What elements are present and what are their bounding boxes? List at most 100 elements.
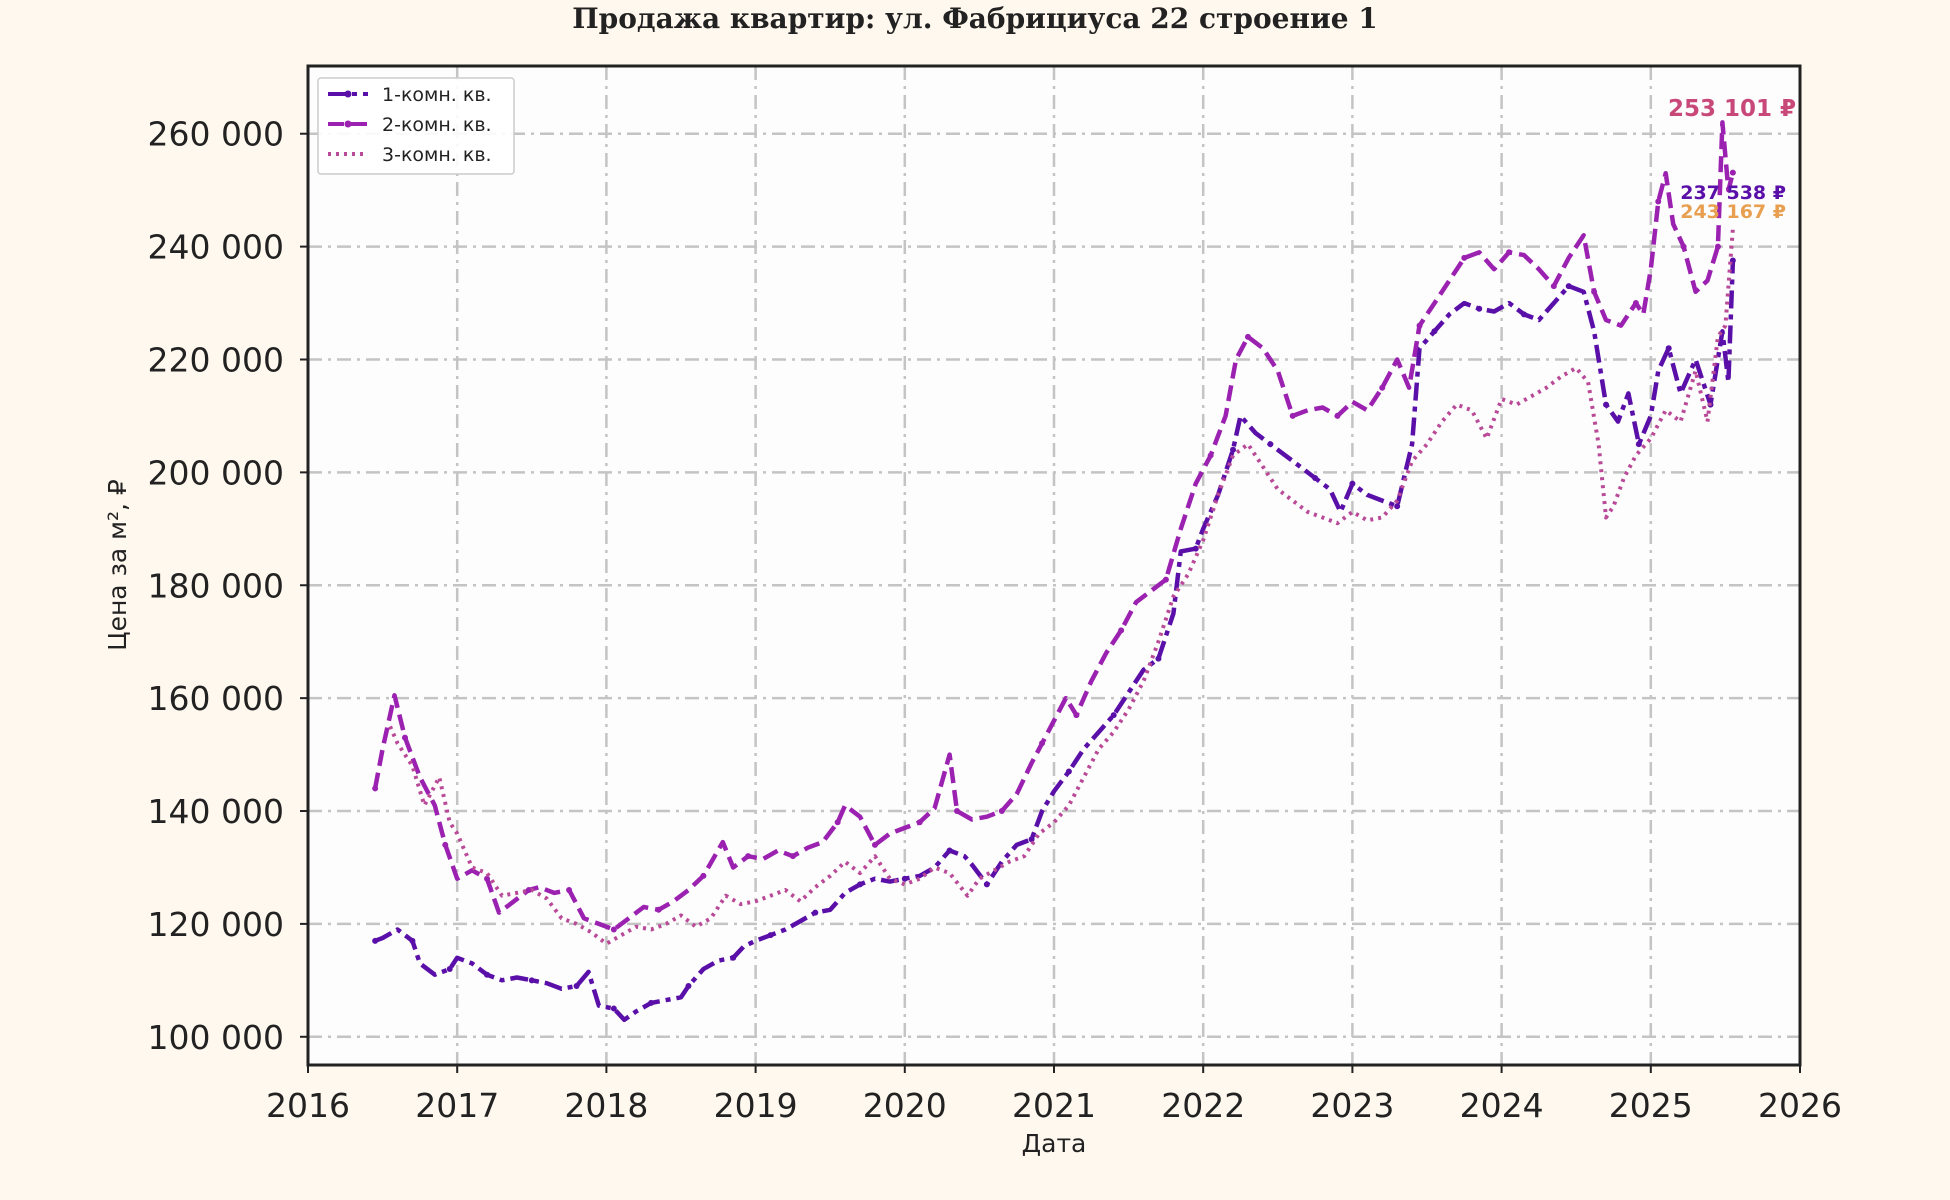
- legend-box: [317, 77, 515, 175]
- series-point: [1632, 300, 1639, 307]
- series-point: [1118, 627, 1125, 634]
- series-point: [372, 937, 379, 944]
- end-value-labels: 237 538 ₽ 253 101 ₽ 243 167 ₽: [1668, 96, 1796, 223]
- series-point: [446, 966, 453, 973]
- y-tick-label: 180 000: [148, 566, 284, 605]
- series-point: [1520, 311, 1527, 318]
- x-tick-label: 2023: [1310, 1086, 1394, 1125]
- series-point: [1162, 576, 1169, 583]
- series-point: [1665, 345, 1672, 352]
- series-point: [745, 853, 752, 860]
- series-point: [954, 808, 961, 815]
- series-point: [648, 999, 655, 1006]
- x-tick-label: 2019: [714, 1086, 798, 1125]
- series-point: [1729, 169, 1736, 176]
- series-point: [901, 875, 908, 882]
- y-tick-label: 240 000: [148, 228, 284, 267]
- series-point: [1028, 836, 1035, 843]
- series-point: [566, 887, 573, 894]
- legend-label: 1-комн. кв.: [382, 84, 492, 106]
- series-point: [1714, 243, 1721, 250]
- x-tick-label: 2024: [1460, 1086, 1544, 1125]
- series-point: [834, 819, 841, 826]
- series-point: [1394, 503, 1401, 510]
- series-point: [372, 785, 379, 792]
- series-point: [484, 875, 491, 882]
- chart-title: Продажа квартир: ул. Фабрициуса 22 строе…: [572, 2, 1378, 35]
- y-tick-label: 140 000: [148, 792, 284, 831]
- series-point: [1155, 655, 1162, 662]
- series-point: [1565, 283, 1572, 290]
- series-point: [610, 1005, 617, 1012]
- x-tick-label: 2016: [266, 1086, 350, 1125]
- end-value-label: 243 167 ₽: [1680, 201, 1786, 223]
- y-tick-label: 200 000: [148, 453, 284, 492]
- x-tick-label: 2026: [1758, 1086, 1842, 1125]
- y-axis-ticks: 100 000 120 000 140 000 160 000 180 000 200 0…: [148, 115, 308, 1057]
- series-point: [685, 982, 692, 989]
- series-point: [730, 954, 737, 961]
- y-tick-label: 100 000: [148, 1018, 284, 1057]
- series-point: [1476, 305, 1483, 312]
- x-tick-label: 2018: [564, 1086, 648, 1125]
- series-point: [655, 906, 662, 913]
- series-point: [1207, 452, 1214, 459]
- series-point: [812, 909, 819, 916]
- end-value-label: 237 538 ₽: [1680, 182, 1786, 204]
- series-point: [767, 932, 774, 939]
- grid-lines: [308, 66, 1800, 1065]
- x-tick-label: 2017: [415, 1086, 499, 1125]
- series-point: [1680, 243, 1687, 250]
- series-point: [1431, 328, 1438, 335]
- series-point: [871, 841, 878, 848]
- series-point: [528, 977, 535, 984]
- series-point: [1550, 283, 1557, 290]
- legend-marker: [344, 90, 352, 98]
- end-value-label: 253 101 ₽: [1668, 96, 1796, 122]
- series-point: [1591, 288, 1598, 295]
- series-point: [1065, 768, 1072, 775]
- series-point: [1379, 384, 1386, 391]
- series-point: [1334, 412, 1341, 419]
- series-point: [1039, 740, 1046, 747]
- series-point: [1110, 712, 1117, 719]
- series-point: [1416, 322, 1423, 329]
- series-point: [409, 937, 416, 944]
- x-axis-ticks: 2016 2017 2018 2019 2020 2021 2022 2023 2024 2025…: [266, 1065, 1842, 1125]
- series-point: [1349, 480, 1356, 487]
- series-point: [857, 881, 864, 888]
- series-point: [1655, 198, 1662, 205]
- series-point: [442, 841, 449, 848]
- x-tick-label: 2020: [863, 1086, 947, 1125]
- series-point: [573, 982, 580, 989]
- series-point: [983, 881, 990, 888]
- series-point: [610, 926, 617, 933]
- x-tick-label: 2021: [1012, 1086, 1096, 1125]
- series-point: [1073, 712, 1080, 719]
- series-point: [1312, 475, 1319, 482]
- y-tick-label: 120 000: [148, 905, 284, 944]
- series-point: [1461, 254, 1468, 261]
- legend: 1-комн. кв. 2-комн. кв. 3-комн. кв.: [317, 77, 515, 175]
- series-lines: [372, 120, 1736, 1023]
- x-tick-label: 2022: [1161, 1086, 1245, 1125]
- series-point: [525, 887, 532, 894]
- legend-label: 2-комн. кв.: [382, 114, 492, 136]
- x-tick-label: 2025: [1609, 1086, 1693, 1125]
- y-axis-label: Цена за м², ₽: [103, 479, 132, 651]
- y-tick-label: 260 000: [148, 115, 284, 154]
- series-point: [1635, 441, 1642, 448]
- series-point: [916, 819, 923, 826]
- series-line-1: [374, 260, 1736, 1023]
- x-axis-label: Дата: [1022, 1129, 1087, 1158]
- series-point: [946, 847, 953, 854]
- series-point: [1267, 441, 1274, 448]
- series-point: [1230, 446, 1237, 453]
- series-point: [1244, 333, 1251, 340]
- series-point: [1603, 401, 1610, 408]
- series-point: [401, 734, 408, 741]
- y-tick-label: 160 000: [148, 679, 284, 718]
- series-point: [484, 971, 491, 978]
- series-point: [998, 808, 1005, 815]
